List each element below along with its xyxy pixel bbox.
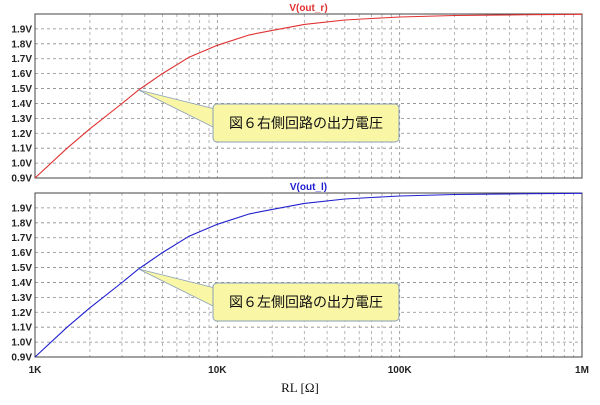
y-tick-label: 0.9V <box>11 174 32 185</box>
y-tick-label: 1.8V <box>11 39 32 50</box>
callout-box <box>212 103 400 143</box>
panel-title: V(out_r) <box>289 3 327 14</box>
series-line <box>34 13 583 179</box>
y-tick-label: 1.3V <box>11 114 32 125</box>
plot-panel-1: 0.9V 1.0V 1.1V 1.2V 1.3V 1.4V 1.5V 1.6V 1.7V 1.8V… <box>11 3 583 185</box>
y-tick-label: 1.3V <box>11 293 32 304</box>
x-tick-label: 1M <box>575 365 589 376</box>
y-tick-label: 1.1V <box>11 144 32 155</box>
y-tick-label: 0.9V <box>11 353 32 364</box>
plot-frame <box>34 13 583 179</box>
callout-text: 図６左側回路の出力電圧 <box>229 294 383 310</box>
y-tick-label: 1.6V <box>11 69 32 80</box>
y-tick-label: 1.7V <box>11 233 32 244</box>
y-tick-label: 1.2V <box>11 308 32 319</box>
y-tick-label: 1.1V <box>11 323 32 334</box>
y-tick-label: 1.9V <box>11 203 32 214</box>
y-tick-label: 1.9V <box>11 24 32 35</box>
callout-box <box>212 282 400 322</box>
plot-area <box>35 14 582 178</box>
y-tick-label: 1.4V <box>11 278 32 289</box>
series-line <box>34 192 583 358</box>
plot-frame <box>34 192 583 358</box>
panel-title: V(out_l) <box>290 182 327 193</box>
y-tick-label: 1.0V <box>11 159 32 170</box>
y-tick-label: 1.5V <box>11 84 32 95</box>
y-tick-label: 1.7V <box>11 54 32 65</box>
y-tick-label: 1.8V <box>11 218 32 229</box>
x-tick-label: 100K <box>388 365 413 376</box>
x-tick-label: 10K <box>208 365 227 376</box>
plot-panel-2: 0.9V 1.0V 1.1V 1.2V 1.3V 1.4V 1.5V 1.6V 1.7V 1.8V… <box>11 182 583 364</box>
y-tick-label: 1.0V <box>11 338 32 349</box>
plot-area <box>35 193 582 357</box>
callout-text: 図６右側回路の出力電圧 <box>229 115 383 131</box>
y-tick-label: 1.2V <box>11 129 32 140</box>
y-tick-label: 1.5V <box>11 263 32 274</box>
y-tick-label: 1.4V <box>11 99 32 110</box>
x-tick-label: 1K <box>29 365 43 376</box>
y-tick-label: 1.6V <box>11 248 32 259</box>
x-axis-label: RL [Ω] <box>281 380 319 395</box>
